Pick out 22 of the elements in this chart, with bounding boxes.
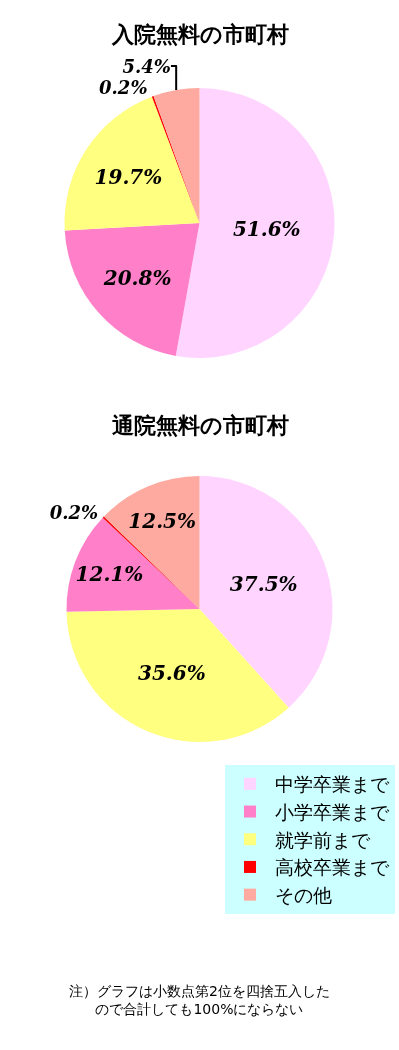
- data-label: 12.5%: [128, 508, 197, 533]
- legend-label: その他: [275, 884, 333, 907]
- pie-slice: [64, 223, 200, 356]
- data-label: 51.6%: [232, 216, 301, 241]
- legend-label: 就学前まで: [275, 828, 372, 851]
- data-label: 20.8%: [102, 266, 172, 291]
- pie-slice: [66, 609, 289, 742]
- chart-title: 入院無料の市町村: [111, 22, 289, 47]
- legend-label: 高校卒業まで: [275, 856, 391, 879]
- chart-title: 通院無料の市町村: [111, 413, 289, 438]
- data-label: 35.6%: [138, 660, 206, 685]
- data-label: 12.1%: [75, 562, 144, 587]
- pie-slice: [64, 96, 200, 231]
- data-label: 0.2%: [49, 501, 99, 523]
- legend-label: 小学卒業まで: [275, 800, 391, 823]
- data-label: 5.4%: [122, 55, 171, 77]
- pie-slice: [175, 88, 335, 358]
- text: 注）グラフは小数点第2位を四捨五入したので合計しても100%にならない: [69, 983, 330, 1018]
- data-label: 19.7%: [94, 164, 163, 189]
- data-label: 37.5%: [229, 572, 298, 597]
- data-label: 0.2%: [99, 76, 148, 98]
- legend-label: 中学卒業まで: [275, 773, 391, 796]
